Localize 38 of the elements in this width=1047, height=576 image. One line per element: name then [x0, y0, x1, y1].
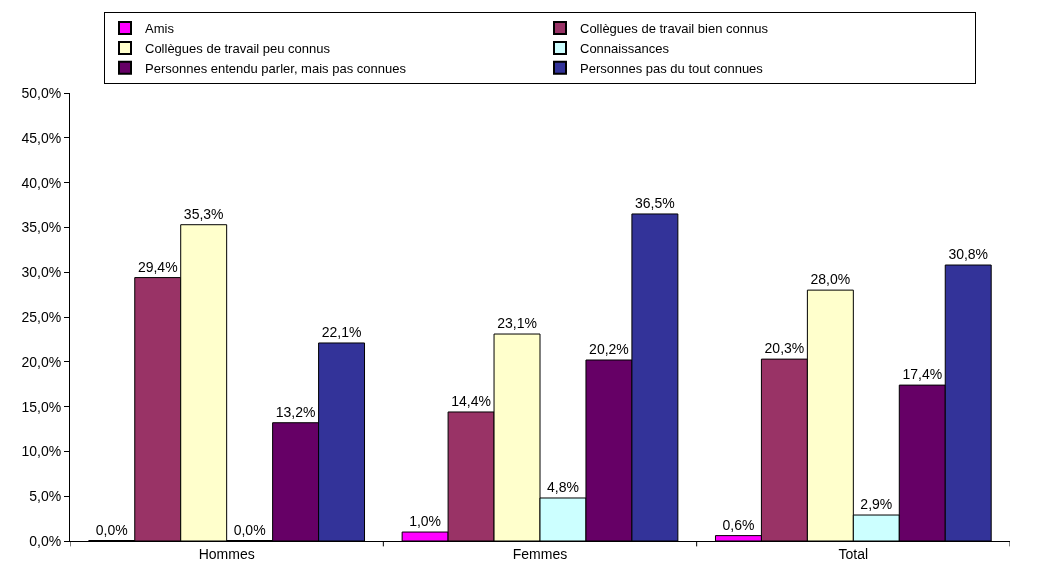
data-label: 20,2% [589, 341, 629, 358]
data-label: 0,0% [95, 522, 128, 538]
data-label: 13,2% [275, 403, 316, 420]
y-tick-label: 40,0% [21, 174, 62, 191]
x-tick-label: Hommes [198, 545, 255, 562]
data-label: 17,4% [902, 366, 943, 383]
data-label: 14,4% [451, 392, 491, 409]
data-label: 23,1% [497, 315, 537, 332]
y-tick-label: 50,0% [21, 84, 62, 101]
legend-label: Personnes pas du tout connues [580, 60, 764, 76]
legend-label: Collègues de travail bien connus [580, 21, 769, 37]
data-label: 0,6% [722, 516, 755, 533]
data-label: 1,0% [409, 513, 442, 530]
data-label: 30,8% [948, 246, 989, 263]
y-tick-label: 35,0% [21, 219, 62, 236]
x-tick-label: Femmes [512, 545, 568, 562]
y-tick-label: 5,0% [29, 488, 62, 505]
data-label: 0,0% [233, 522, 266, 538]
y-tick-label: 30,0% [21, 264, 62, 281]
data-label: 4,8% [547, 478, 579, 495]
data-label: 28,0% [810, 271, 851, 288]
data-label: 35,3% [183, 205, 224, 222]
y-tick-label: 10,0% [21, 443, 62, 460]
x-tick-label: Total [838, 545, 869, 562]
legend-label: Amis [145, 21, 175, 37]
data-label: 2,9% [860, 496, 893, 513]
legend-label: Connaissances [580, 40, 670, 56]
data-label: 36,5% [635, 194, 675, 211]
y-tick-label: 25,0% [21, 308, 62, 325]
data-label: 20,3% [764, 340, 805, 357]
y-tick-label: 45,0% [21, 129, 62, 146]
y-tick-label: 20,0% [21, 353, 62, 370]
data-label: 29,4% [137, 258, 178, 275]
legend-label: Collègues de travail peu connus [145, 40, 331, 56]
y-tick-label: 15,0% [21, 398, 62, 415]
y-tick-label: 0,0% [29, 532, 62, 549]
data-label: 22,1% [321, 323, 362, 340]
legend-label: Personnes entendu parler, mais pas connues [145, 60, 407, 76]
